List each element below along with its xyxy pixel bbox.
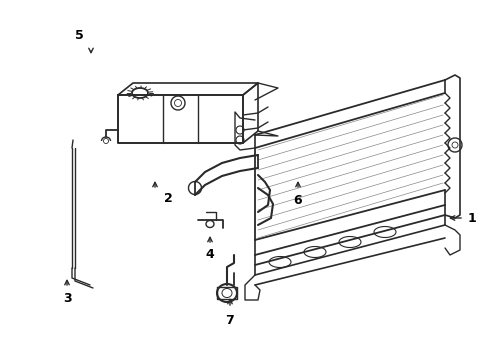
Text: 2: 2 — [163, 192, 172, 204]
Text: 5: 5 — [75, 28, 83, 41]
Text: 6: 6 — [293, 194, 302, 207]
Text: 4: 4 — [205, 248, 214, 261]
Text: 3: 3 — [62, 292, 71, 305]
Text: 1: 1 — [467, 212, 475, 225]
Text: 7: 7 — [225, 314, 234, 327]
